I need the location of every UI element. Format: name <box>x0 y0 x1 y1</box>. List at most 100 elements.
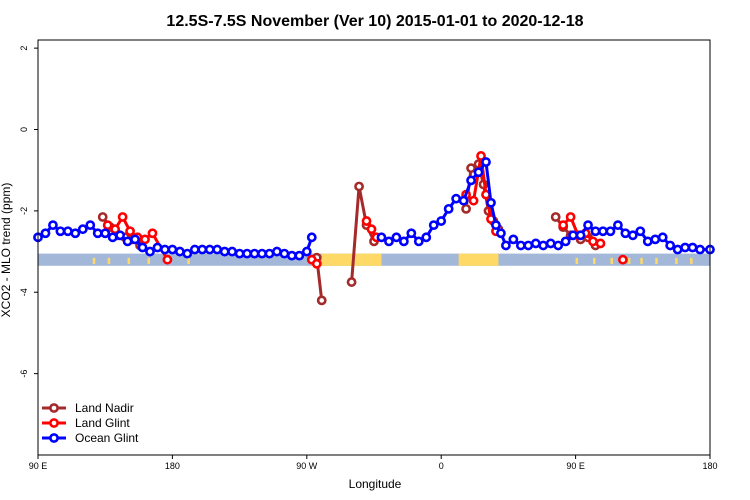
data-point-2-32 <box>272 246 282 257</box>
series-land-nadir <box>97 159 601 306</box>
data-point-2-35 <box>294 250 305 261</box>
data-point-2-43 <box>413 236 424 247</box>
data-point-2-74 <box>635 226 646 237</box>
data-point-2-16 <box>152 242 163 253</box>
land-fleck-9 <box>640 257 643 264</box>
data-point-2-82 <box>695 244 705 255</box>
data-point-2-49 <box>458 195 469 206</box>
land-fleck-7 <box>610 257 613 264</box>
land-fleck-2 <box>127 257 131 264</box>
data-point-2-30 <box>257 248 267 259</box>
data-point-0-9 <box>354 181 364 192</box>
data-point-2-73 <box>627 230 638 241</box>
data-point-2-62 <box>545 238 556 249</box>
data-point-1-25 <box>617 254 628 265</box>
data-point-2-10 <box>107 232 118 243</box>
data-point-2-81 <box>687 242 698 253</box>
land-fleck-8 <box>627 257 631 264</box>
data-point-0-7 <box>316 295 327 306</box>
x-tick-label-1: 180 <box>165 461 180 471</box>
data-point-1-23 <box>588 236 598 247</box>
chart-title: 12.5S-7.5S November (Ver 10) 2015-01-01 … <box>166 13 583 30</box>
data-point-2-72 <box>620 228 631 239</box>
land-fleck-5 <box>575 257 579 264</box>
data-point-2-69 <box>598 226 608 237</box>
data-point-2-47 <box>443 203 454 214</box>
data-point-2-58 <box>515 240 526 251</box>
axes: 90 E 180 90 W 0 90 E 180 2 0 -2 -4 -6 <box>19 46 718 471</box>
data-point-2-76 <box>650 234 661 245</box>
data-point-2-78 <box>665 240 676 251</box>
data-point-2-59 <box>523 240 534 251</box>
x-tick-label-0: 90 E <box>29 461 48 471</box>
data-point-2-15 <box>145 246 155 257</box>
data-point-2-68 <box>590 226 601 237</box>
data-point-2-63 <box>553 240 564 251</box>
data-point-2-41 <box>398 236 409 247</box>
y-tick-label-2: -2 <box>19 207 29 215</box>
y-tick-label-3: -4 <box>19 288 29 296</box>
data-point-2-3 <box>55 226 66 237</box>
data-point-2-52 <box>481 157 491 167</box>
series-ocean-glint <box>33 157 715 261</box>
data-point-2-25 <box>219 246 230 257</box>
data-point-1-1 <box>110 224 121 235</box>
data-point-0-12 <box>461 203 471 214</box>
data-point-2-29 <box>249 248 260 259</box>
data-point-2-12 <box>122 236 133 247</box>
data-point-1-6 <box>147 228 158 239</box>
data-point-2-1 <box>40 228 51 239</box>
data-point-1-7 <box>162 254 173 265</box>
data-point-2-64 <box>560 236 571 247</box>
y-tick-label-4: -6 <box>19 370 29 378</box>
data-point-2-33 <box>279 248 290 259</box>
land-fleck-1 <box>107 257 111 264</box>
land-segment-0 <box>321 253 382 266</box>
data-point-2-2 <box>48 220 58 231</box>
data-point-2-77 <box>657 232 668 243</box>
y-tick-label-1: 0 <box>19 127 29 132</box>
data-point-2-61 <box>538 240 549 251</box>
data-point-1-20 <box>565 212 576 222</box>
data-point-1-0 <box>102 220 113 231</box>
legend-entry-2: Ocean Glint <box>75 431 139 445</box>
x-tick-label-2: 90 W <box>296 461 318 471</box>
legend-entry-1: Land Glint <box>75 416 130 430</box>
data-point-1-15 <box>476 151 486 161</box>
data-point-2-79 <box>672 244 683 255</box>
data-point-2-45 <box>428 220 439 231</box>
data-point-2-38 <box>376 232 387 243</box>
data-point-1-9 <box>311 258 322 269</box>
data-point-2-70 <box>605 226 616 237</box>
land-fleck-10 <box>655 257 658 264</box>
data-point-1-2 <box>117 212 128 222</box>
data-point-1-19 <box>558 220 569 231</box>
legend-marker-1 <box>49 418 59 428</box>
data-point-2-36 <box>301 246 312 257</box>
x-tick-label-4: 90 E <box>566 461 585 471</box>
series-line-0-2 <box>350 184 376 283</box>
land-fleck-3 <box>147 257 150 264</box>
y-axis-label: XCO2 - MLO trend (ppm) <box>0 183 13 318</box>
data-point-2-17 <box>160 244 170 255</box>
data-point-2-50 <box>466 175 476 186</box>
data-point-2-31 <box>264 248 275 259</box>
data-point-2-42 <box>406 228 417 239</box>
y-tick-label-0: 2 <box>19 46 29 51</box>
data-point-2-80 <box>680 242 691 253</box>
data-point-2-6 <box>77 224 88 235</box>
data-point-1-11 <box>366 224 377 235</box>
data-point-2-65 <box>568 230 579 241</box>
x-tick-label-5: 180 <box>702 461 717 471</box>
data-point-1-3 <box>125 226 135 237</box>
data-point-2-39 <box>384 236 394 247</box>
legend-entry-0: Land Nadir <box>75 401 134 415</box>
data-point-2-26 <box>227 246 238 257</box>
data-point-2-8 <box>92 228 103 239</box>
data-point-0-0 <box>97 212 108 222</box>
data-point-2-48 <box>451 193 462 204</box>
data-point-2-11 <box>115 230 126 241</box>
data-point-2-22 <box>197 244 208 255</box>
